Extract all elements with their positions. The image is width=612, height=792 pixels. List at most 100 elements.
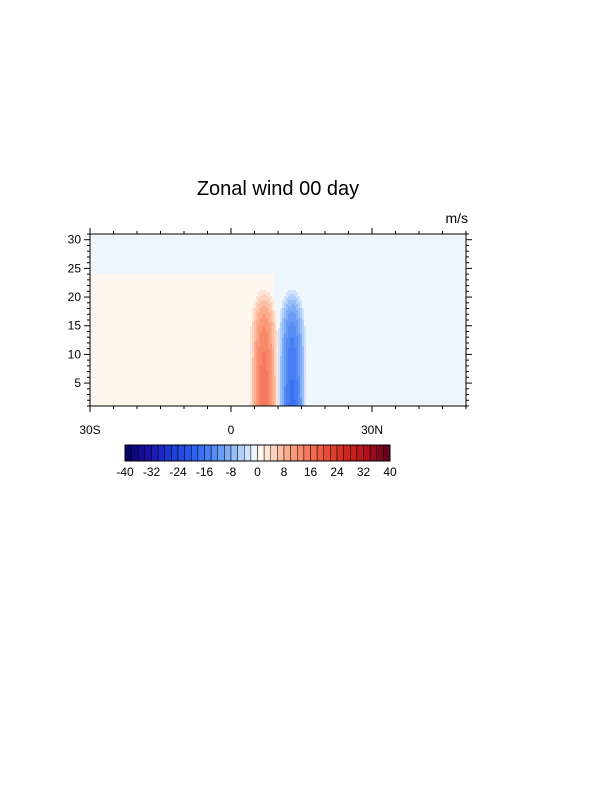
heatmap-cell	[216, 270, 219, 273]
heatmap-cell	[456, 256, 459, 259]
heatmap-cell	[288, 270, 291, 273]
heatmap-cell	[300, 262, 303, 265]
heatmap-cell	[242, 252, 245, 255]
heatmap-cell	[336, 264, 339, 267]
heatmap-cell	[252, 276, 255, 279]
heatmap-cell	[286, 260, 289, 263]
heatmap-cell	[344, 256, 347, 259]
heatmap-cell	[202, 258, 205, 261]
heatmap-cell	[326, 268, 329, 271]
heatmap-cell	[444, 260, 447, 263]
heatmap-cell	[318, 266, 321, 269]
heatmap-cell	[460, 266, 463, 269]
heatmap-cell	[114, 234, 117, 237]
heatmap-cell	[300, 268, 303, 271]
heatmap-cell	[96, 280, 99, 283]
heatmap-cell	[194, 250, 197, 253]
heatmap-cell	[406, 274, 409, 277]
heatmap-cell	[102, 242, 105, 245]
heatmap-cell	[382, 262, 385, 265]
heatmap-cell	[432, 258, 435, 261]
heatmap-cell	[294, 236, 297, 239]
heatmap-cell	[258, 252, 261, 255]
heatmap-cell	[380, 242, 383, 245]
heatmap-cell	[340, 240, 343, 243]
heatmap-cell	[316, 278, 319, 281]
heatmap-cell	[176, 242, 179, 245]
heatmap-cell	[194, 284, 197, 287]
heatmap-cell	[256, 284, 259, 287]
heatmap-cell	[404, 264, 407, 267]
heatmap-cell	[452, 272, 455, 275]
heatmap-cell	[374, 240, 377, 243]
heatmap-cell	[162, 246, 165, 249]
heatmap-cell	[168, 276, 171, 279]
heatmap-cell	[268, 286, 271, 289]
heatmap-cell	[162, 274, 165, 277]
heatmap-cell	[136, 240, 139, 243]
heatmap-cell	[162, 236, 165, 239]
heatmap-cell	[434, 250, 437, 253]
heatmap-cell	[122, 244, 125, 247]
heatmap-cell	[194, 238, 197, 241]
heatmap-cell	[198, 240, 201, 243]
heatmap-cell	[382, 236, 385, 239]
heatmap-cell	[424, 270, 427, 273]
heatmap-cell	[284, 250, 287, 253]
heatmap-cell	[446, 234, 449, 237]
heatmap-cell	[388, 270, 391, 273]
heatmap-cell	[354, 254, 357, 257]
heatmap-cell	[232, 278, 235, 281]
heatmap-cell	[312, 258, 315, 261]
heatmap-cell	[224, 250, 227, 253]
heatmap-cell	[250, 262, 253, 265]
heatmap-cell	[432, 260, 435, 263]
heatmap-cell	[392, 276, 395, 279]
heatmap-cell	[170, 264, 173, 267]
heatmap-cell	[336, 252, 339, 255]
heatmap-cell	[462, 234, 465, 237]
heatmap-cell	[266, 262, 269, 265]
heatmap-cell	[328, 236, 331, 239]
heatmap-cell	[170, 286, 173, 289]
heatmap-cell	[136, 266, 139, 269]
heatmap-cell	[442, 266, 445, 269]
heatmap-cell	[170, 254, 173, 257]
heatmap-cell	[414, 262, 417, 265]
heatmap-cell	[320, 256, 323, 259]
heatmap-cell	[364, 258, 367, 261]
heatmap-cell	[368, 272, 371, 275]
heatmap-cell	[362, 248, 365, 251]
heatmap-cell	[280, 264, 283, 267]
heatmap-cell	[432, 264, 435, 267]
heatmap-cell	[324, 256, 327, 259]
heatmap-cell	[100, 262, 103, 265]
heatmap-cell	[410, 260, 413, 263]
heatmap-cell	[454, 282, 457, 285]
heatmap-cell	[376, 240, 379, 243]
heatmap-cell	[344, 262, 347, 265]
heatmap-cell	[260, 266, 263, 269]
heatmap-cell	[188, 280, 191, 283]
heatmap-cell	[414, 270, 417, 273]
heatmap-cell	[222, 260, 225, 263]
heatmap-cell	[210, 268, 213, 271]
heatmap-cell	[238, 254, 241, 257]
heatmap-cell	[262, 284, 265, 287]
heatmap-cell	[148, 268, 151, 271]
heatmap-cell	[448, 284, 451, 287]
heatmap-cell	[436, 274, 439, 277]
heatmap-cell	[266, 244, 269, 247]
heatmap-cell	[458, 274, 461, 277]
heatmap-cell	[456, 280, 459, 283]
heatmap-cell	[240, 242, 243, 245]
heatmap-cell	[424, 236, 427, 239]
heatmap-cell	[324, 282, 327, 285]
heatmap-cell	[220, 272, 223, 275]
heatmap-cell	[366, 278, 369, 281]
heatmap-cell	[356, 234, 359, 237]
heatmap-cell	[302, 254, 305, 257]
heatmap-cell	[450, 234, 453, 237]
heatmap-cell	[382, 272, 385, 275]
heatmap-cell	[406, 236, 409, 239]
